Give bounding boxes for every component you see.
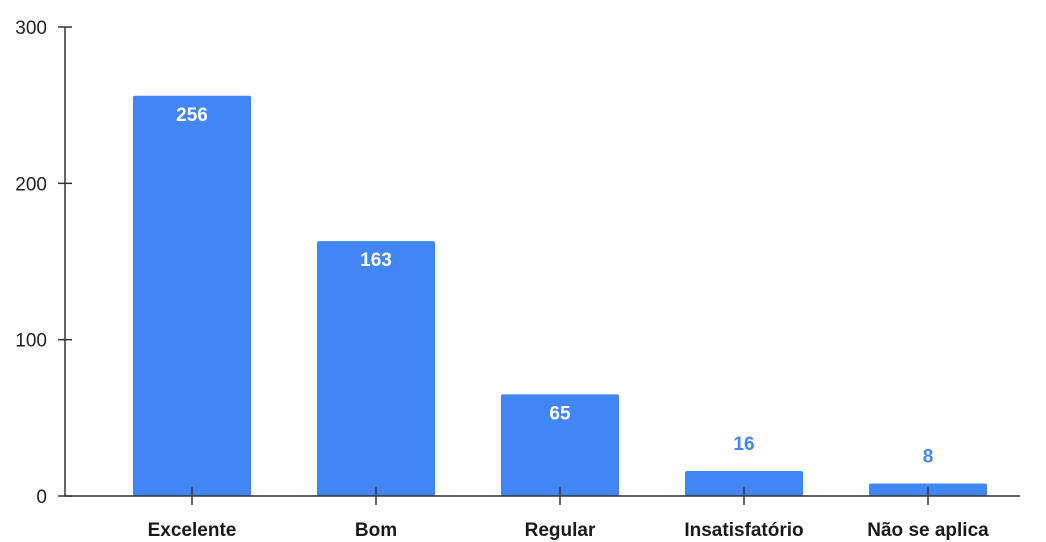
data-label: 163 [360, 250, 392, 271]
category-label: Excelente [148, 520, 237, 541]
category-label: Insatisfatório [684, 520, 803, 541]
data-labels: 256 163 65 16 8 [176, 105, 933, 468]
y-tick-label: 200 [15, 174, 47, 195]
data-label: 16 [733, 434, 754, 455]
y-axis: 0 100 200 300 [15, 18, 72, 508]
data-label: 8 [923, 446, 934, 467]
bar-3 [685, 470, 803, 496]
x-axis: Excelente Bom Regular Insatisfatório Não se … [65, 487, 1020, 541]
bars [133, 95, 987, 496]
y-tick-label: 100 [15, 331, 47, 352]
category-label: Regular [525, 520, 596, 541]
bar-1 [317, 241, 435, 496]
data-label: 65 [549, 403, 571, 424]
category-label: Bom [355, 520, 397, 541]
y-tick-label: 0 [36, 487, 47, 508]
y-tick-label: 300 [15, 18, 47, 39]
data-label: 256 [176, 105, 208, 126]
bar-2 [501, 394, 619, 496]
category-label: Não se aplica [867, 520, 989, 541]
bar-0 [133, 95, 251, 496]
